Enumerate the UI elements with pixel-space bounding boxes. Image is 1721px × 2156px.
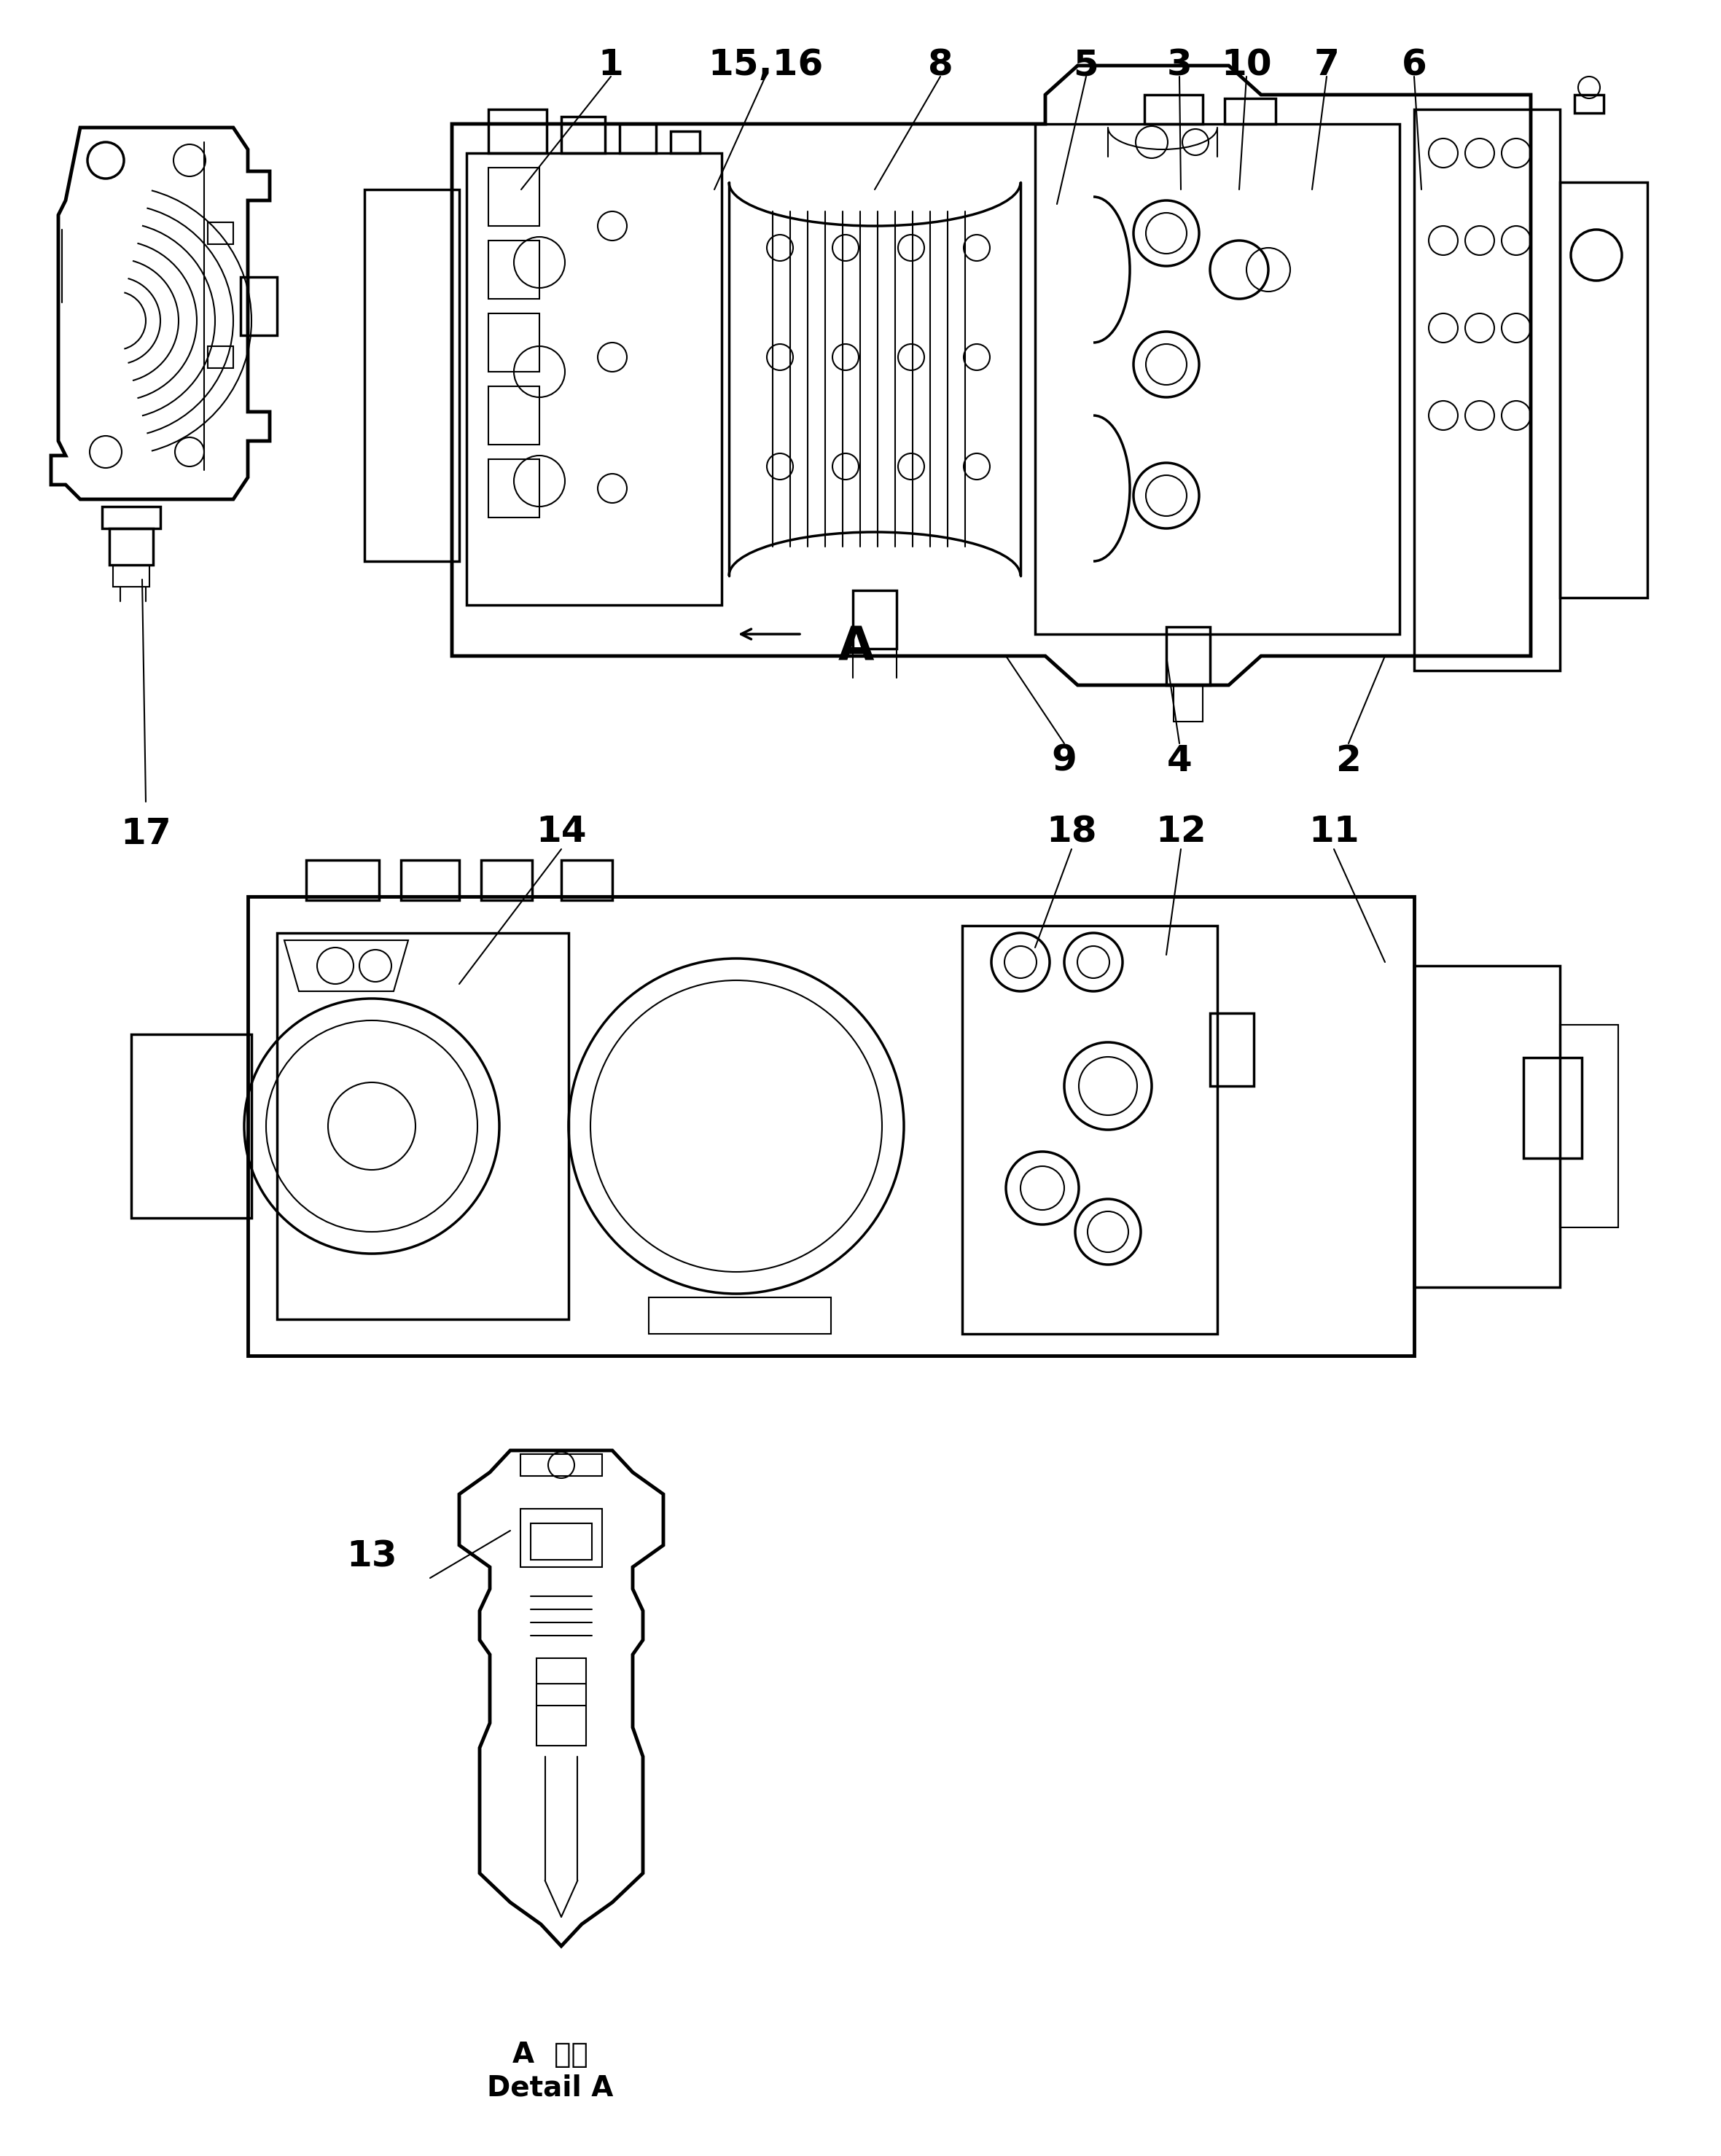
Bar [1523, 1056, 1582, 1158]
Bar [1034, 123, 1399, 634]
Bar [114, 565, 150, 586]
Text: 12: 12 [1155, 815, 1206, 849]
Text: 10: 10 [1222, 47, 1272, 82]
Text: 7: 7 [1313, 47, 1339, 82]
Bar [520, 1509, 602, 1567]
Bar [561, 860, 613, 901]
Bar [962, 925, 1217, 1335]
Bar [489, 386, 539, 444]
Bar [208, 222, 234, 244]
Bar [1415, 966, 1559, 1287]
Bar [1575, 95, 1604, 112]
Bar [1559, 183, 1647, 597]
Text: 9: 9 [1052, 744, 1077, 778]
Bar [620, 123, 656, 153]
Bar [102, 507, 160, 528]
Bar [1225, 99, 1275, 123]
Bar [489, 168, 539, 226]
Text: 3: 3 [1167, 47, 1193, 82]
Bar [1174, 686, 1203, 722]
Bar [854, 591, 897, 649]
Bar [649, 1298, 831, 1335]
Text: 18: 18 [1046, 815, 1096, 849]
Bar [520, 1453, 602, 1477]
Bar [208, 347, 234, 369]
Bar [530, 1524, 592, 1559]
Bar [489, 313, 539, 371]
Text: 2: 2 [1335, 744, 1361, 778]
Bar [1415, 110, 1559, 671]
Text: 15,16: 15,16 [707, 47, 823, 82]
Text: A  詳細: A 詳細 [513, 2042, 589, 2068]
Bar [248, 897, 1415, 1356]
Bar [365, 190, 460, 561]
Bar [671, 132, 700, 153]
Bar [1167, 627, 1210, 686]
Bar [1210, 1013, 1255, 1087]
Text: 8: 8 [928, 47, 953, 82]
Bar [1144, 95, 1203, 123]
Bar [131, 1035, 251, 1218]
Text: 11: 11 [1308, 815, 1360, 849]
Text: 5: 5 [1074, 47, 1098, 82]
Bar [401, 860, 460, 901]
Text: 13: 13 [346, 1539, 398, 1574]
Text: 14: 14 [535, 815, 587, 849]
Text: 6: 6 [1401, 47, 1427, 82]
Bar [306, 860, 379, 901]
Bar [1559, 1024, 1618, 1227]
Bar [482, 860, 532, 901]
Bar [489, 459, 539, 517]
Bar [277, 934, 568, 1319]
Bar [489, 110, 547, 153]
Bar [537, 1658, 585, 1746]
Bar [561, 116, 606, 153]
Bar [241, 276, 277, 336]
Text: 1: 1 [599, 47, 623, 82]
Text: 4: 4 [1167, 744, 1193, 778]
Bar [110, 528, 153, 565]
Text: 17: 17 [120, 817, 170, 852]
Text: A: A [838, 625, 874, 671]
Text: Detail A: Detail A [487, 2074, 613, 2102]
Bar [489, 241, 539, 300]
